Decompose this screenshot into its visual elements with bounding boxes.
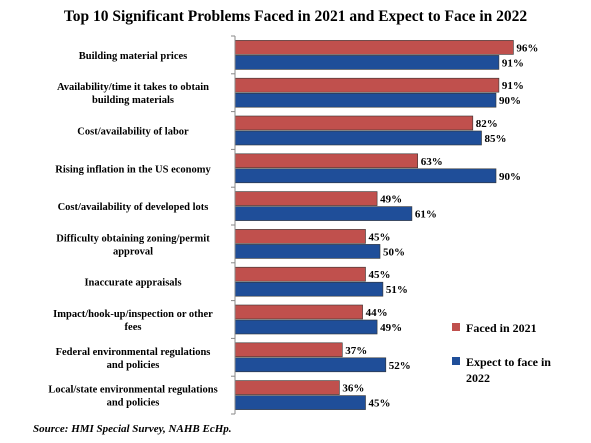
bar (234, 191, 378, 206)
bar (234, 115, 474, 131)
data-label: 45% (369, 269, 391, 281)
data-label: 36% (342, 383, 364, 395)
category-label: Availability/time it takes to obtain (57, 82, 209, 93)
bar (234, 229, 366, 244)
bar (234, 266, 366, 282)
bar (234, 395, 366, 410)
legend-label-expect-2022: Expect to face in 2022 (466, 354, 591, 386)
data-label: 45% (369, 231, 391, 243)
category-label: and policies (107, 360, 160, 371)
data-label: 45% (369, 398, 391, 410)
bar (234, 357, 387, 373)
data-label: 85% (485, 133, 507, 145)
legend-label-line: Expect to face in (466, 355, 551, 369)
bar (234, 153, 418, 169)
bar (234, 92, 497, 108)
category-label: fees (125, 322, 142, 333)
data-label: 44% (366, 307, 388, 319)
category-label: Building material prices (79, 51, 188, 62)
data-label: 91% (502, 57, 524, 69)
bar (234, 55, 500, 70)
source-note: Source: HMI Special Survey, NAHB EcHp. (33, 423, 232, 435)
category-label: Inaccurate appraisals (84, 278, 181, 289)
data-label: 51% (386, 284, 408, 296)
chart-title: Top 10 Significant Problems Faced in 202… (63, 8, 528, 25)
bar (234, 168, 497, 184)
bar (234, 244, 381, 259)
data-label: 37% (345, 345, 367, 357)
category-label: Cost/availability of labor (77, 127, 189, 138)
bar (234, 380, 340, 395)
category-label: Impact/hook-up/inspection or other (53, 309, 213, 320)
legend-swatch-faced-2021 (452, 323, 460, 331)
legend-label-line: Faced in 2021 (466, 321, 537, 335)
legend-label-faced-2021: Faced in 2021 (466, 320, 591, 336)
data-label: 90% (499, 171, 521, 183)
bar (234, 40, 514, 55)
bar (234, 77, 500, 93)
data-label: 91% (502, 80, 524, 92)
category-label: Local/state environmental regulations (48, 385, 217, 396)
data-label: 63% (421, 156, 443, 168)
legend-swatch-expect-2022 (452, 357, 460, 365)
data-label: 49% (380, 194, 402, 206)
data-label: 90% (499, 95, 521, 107)
category-label: Rising inflation in the US economy (55, 164, 211, 175)
data-label: 50% (383, 246, 405, 258)
bar (234, 206, 413, 221)
data-label: 82% (476, 118, 498, 130)
data-label: 96% (516, 42, 538, 54)
bar (234, 304, 363, 320)
bar (234, 130, 482, 146)
data-label: 49% (380, 322, 402, 334)
data-label: 52% (389, 360, 411, 372)
data-label: 61% (415, 209, 437, 221)
category-label: Cost/availability of developed lots (58, 202, 209, 213)
category-label: Difficulty obtaining zoning/permit (56, 233, 210, 244)
category-label: and policies (107, 398, 160, 409)
bar (234, 342, 343, 358)
category-label: approval (113, 246, 153, 257)
category-label: Federal environmental regulations (56, 347, 211, 358)
bar (234, 319, 378, 335)
bar (234, 281, 384, 297)
legend-label-line: 2022 (466, 371, 490, 385)
category-label: building materials (92, 95, 174, 106)
